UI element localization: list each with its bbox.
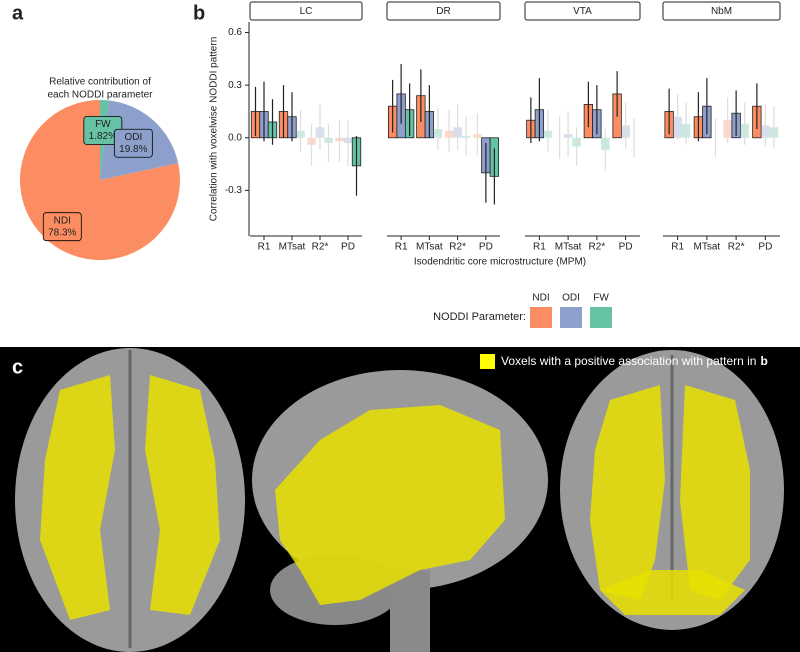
pie-label-name: NDI (54, 215, 71, 226)
legend-swatch (530, 307, 552, 328)
y-tick-label: 0.0 (228, 132, 242, 143)
x-tick-label: R1 (671, 242, 684, 253)
facet-strip (524, 1, 641, 21)
x-tick-label: R2* (312, 242, 329, 253)
image-legend-text: Voxels with a positive association with … (501, 354, 756, 368)
facet-label: LC (300, 6, 313, 17)
legend-label: ODI (562, 293, 580, 304)
brain-top-view (15, 348, 245, 652)
panel-label: b (193, 2, 205, 24)
facet-strip (662, 1, 781, 21)
legend-title: NODDI Parameter: (433, 311, 526, 323)
y-tick-label: 0.6 (228, 27, 242, 38)
x-axis-label: Isodendritic core microstructure (MPM) (414, 257, 586, 268)
brain-side-view (252, 370, 548, 652)
y-tick-label: 0.3 (228, 80, 242, 91)
pie-label-box (113, 128, 153, 158)
image-legend-ref: b (760, 354, 767, 368)
facet-label: DR (436, 6, 450, 17)
x-tick-label: MTsat (279, 242, 306, 253)
x-tick-label: R2* (728, 242, 745, 253)
legend-swatch (590, 307, 612, 328)
x-tick-label: PD (341, 242, 355, 253)
pie-title: each NODDI parameter (47, 90, 153, 101)
pie-label-value: 78.3% (48, 227, 76, 238)
x-tick-label: MTsat (555, 242, 582, 253)
x-tick-label: PD (758, 242, 772, 253)
x-tick-label: MTsat (694, 242, 721, 253)
pie-title: Relative contribution of (49, 77, 151, 88)
facet-label: VTA (573, 6, 592, 17)
pie-label-name: FW (95, 119, 111, 130)
x-tick-label: R1 (395, 242, 408, 253)
pie-label-value: 19.8% (119, 144, 147, 155)
panel-label: a (12, 2, 24, 24)
x-tick-label: PD (479, 242, 493, 253)
facet-label: NbM (711, 6, 732, 17)
pie-label-value: 1.82% (89, 131, 117, 142)
brain-front-view (560, 350, 784, 630)
x-tick-label: PD (619, 242, 633, 253)
x-tick-label: R1 (258, 242, 271, 253)
legend-label: NDI (532, 293, 549, 304)
facet-strip (249, 1, 363, 21)
pie-label-name: ODI (124, 132, 142, 143)
pie-label-box (42, 212, 82, 242)
image-legend-swatch (480, 354, 495, 369)
x-tick-label: R1 (533, 242, 546, 253)
image-legend: Voxels with a positive association with … (501, 354, 768, 368)
facet-strip (386, 1, 501, 21)
x-tick-label: MTsat (416, 242, 443, 253)
y-axis-label: Correlation with voxelwise NODDI pattern (209, 37, 220, 222)
legend-label: FW (593, 293, 609, 304)
y-tick-label: -0.3 (225, 185, 243, 196)
x-tick-label: R2* (589, 242, 606, 253)
x-tick-label: R2* (449, 242, 466, 253)
legend-swatch (560, 307, 582, 328)
panel-label: c (12, 356, 23, 378)
